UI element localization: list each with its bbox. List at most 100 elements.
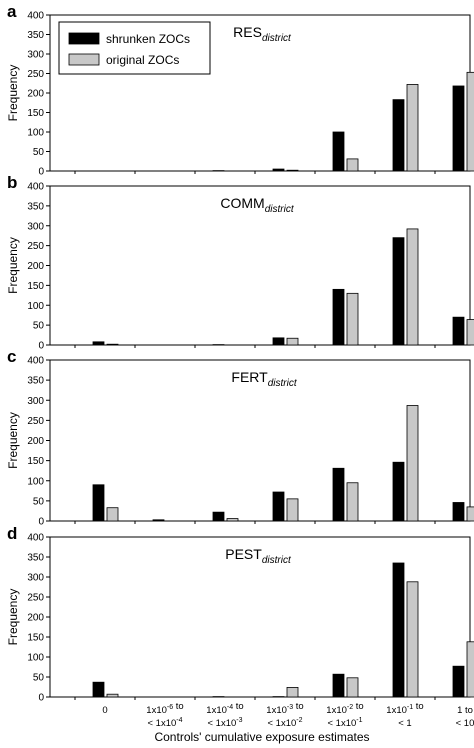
legend-swatch bbox=[68, 53, 100, 66]
y-tick-label: 350 bbox=[27, 30, 44, 41]
y-axis-label: Frequency bbox=[6, 65, 20, 122]
y-tick-label: 50 bbox=[33, 147, 45, 158]
y-tick-label: 200 bbox=[27, 436, 44, 447]
panel-title-main: PEST bbox=[225, 546, 262, 562]
panel-title: PESTdistrict bbox=[225, 546, 292, 566]
bar-shrunken bbox=[392, 461, 405, 522]
bar-shrunken bbox=[452, 85, 465, 172]
bar-shrunken bbox=[392, 99, 405, 172]
y-tick-label: 100 bbox=[27, 128, 44, 139]
panel-title: COMMdistrict bbox=[220, 195, 294, 215]
x-category-line2: < 1x10-3 bbox=[207, 717, 242, 729]
y-tick-label: 250 bbox=[27, 241, 44, 252]
panel-title-subscript: district bbox=[262, 555, 292, 566]
bar-original bbox=[286, 498, 299, 522]
x-category-label: 1x10-2 to< 1x10-1 bbox=[326, 701, 363, 729]
y-axis-label: Frequency bbox=[6, 237, 20, 294]
bar-original bbox=[106, 343, 119, 346]
x-category-line1: 1 to bbox=[457, 705, 473, 716]
y-tick-label: 100 bbox=[27, 476, 44, 487]
panel-title-main: FERT bbox=[231, 369, 268, 385]
bar-original bbox=[466, 71, 474, 172]
x-axis-title: Controls' cumulative exposure estimates bbox=[154, 730, 369, 744]
legend-swatch bbox=[68, 32, 100, 45]
x-category-label: 1x10-6 to< 1x10-4 bbox=[146, 701, 183, 729]
bar-original bbox=[286, 337, 299, 346]
y-tick-label: 350 bbox=[27, 201, 44, 212]
y-tick-label: 100 bbox=[27, 653, 44, 664]
bar-original bbox=[106, 507, 119, 522]
panel-title-subscript: district bbox=[262, 33, 292, 44]
panel-letter: d bbox=[7, 524, 17, 543]
panel-a: 0 50 100 150 200 250 300 350 400 a Frequency RESdis… bbox=[6, 2, 474, 178]
y-tick-label: 0 bbox=[38, 341, 44, 352]
bar-original bbox=[406, 228, 419, 346]
panel-letter: b bbox=[7, 173, 17, 192]
bar-original bbox=[406, 84, 419, 172]
legend-entry: shrunken ZOCs bbox=[106, 32, 190, 46]
panel-title: RESdistrict bbox=[233, 24, 292, 44]
y-tick-label: 100 bbox=[27, 301, 44, 312]
y-tick-label: 400 bbox=[27, 356, 44, 367]
y-tick-label: 250 bbox=[27, 416, 44, 427]
y-tick-label: 300 bbox=[27, 50, 44, 61]
bar-shrunken bbox=[332, 673, 345, 698]
y-tick-label: 400 bbox=[27, 533, 44, 544]
bar-shrunken bbox=[452, 665, 465, 698]
bar-original bbox=[286, 687, 299, 698]
x-category-label: 1x10-4 to< 1x10-3 bbox=[206, 701, 243, 729]
bar-original bbox=[346, 482, 359, 522]
y-tick-label: 0 bbox=[38, 167, 44, 178]
panel-title: FERTdistrict bbox=[231, 369, 297, 389]
y-tick-label: 250 bbox=[27, 69, 44, 80]
x-category-line2: < 1 bbox=[398, 718, 411, 729]
bar-shrunken bbox=[272, 491, 285, 522]
x-category-line2: < 1x10-2 bbox=[267, 717, 302, 729]
y-tick-label: 250 bbox=[27, 593, 44, 604]
x-category-label: 0 bbox=[102, 705, 107, 716]
bar-shrunken bbox=[152, 519, 165, 522]
x-category-line2: < 1x10-4 bbox=[147, 717, 182, 729]
panel-title-subscript: district bbox=[268, 378, 298, 389]
y-tick-label: 300 bbox=[27, 396, 44, 407]
y-tick-label: 150 bbox=[27, 456, 44, 467]
x-category-line1: 1x10-3 to bbox=[266, 701, 303, 716]
panel-title-main: RES bbox=[233, 24, 262, 40]
bar-shrunken bbox=[392, 562, 405, 698]
bar-original bbox=[466, 641, 474, 698]
panel-title-subscript: district bbox=[265, 204, 295, 215]
legend-entry: original ZOCs bbox=[106, 53, 179, 67]
panel-title-main: COMM bbox=[220, 195, 264, 211]
bar-shrunken bbox=[332, 131, 345, 172]
y-tick-label: 200 bbox=[27, 613, 44, 624]
y-tick-label: 50 bbox=[33, 321, 45, 332]
bar-shrunken bbox=[92, 341, 105, 346]
x-category-label: 1x10-3 to< 1x10-2 bbox=[266, 701, 303, 729]
bar-shrunken bbox=[272, 337, 285, 346]
x-category-line1: 1x10-2 to bbox=[326, 701, 363, 716]
x-category-line2: < 10 bbox=[456, 718, 474, 729]
x-category-line1: 0 bbox=[102, 705, 107, 716]
bar-original bbox=[286, 169, 299, 172]
y-tick-label: 150 bbox=[27, 108, 44, 119]
bar-shrunken bbox=[392, 237, 405, 346]
bar-original bbox=[106, 693, 119, 698]
bar-original bbox=[406, 581, 419, 698]
legend: shrunken ZOCs original ZOCs bbox=[58, 21, 211, 75]
bar-shrunken bbox=[212, 511, 225, 522]
panel-b: 0 50 100 150 200 250 300 350 400 b Frequency COMMdi… bbox=[6, 173, 474, 352]
y-tick-label: 50 bbox=[33, 673, 45, 684]
y-tick-label: 400 bbox=[27, 182, 44, 193]
bar-original bbox=[466, 506, 474, 522]
y-tick-label: 0 bbox=[38, 693, 44, 704]
y-tick-label: 150 bbox=[27, 633, 44, 644]
y-tick-label: 200 bbox=[27, 261, 44, 272]
x-category-label: 1 to < 10 bbox=[456, 705, 474, 729]
bar-shrunken bbox=[272, 168, 285, 172]
bar-shrunken bbox=[452, 316, 465, 346]
panel-letter: c bbox=[7, 347, 16, 366]
x-category-line1: 1x10-4 to bbox=[206, 701, 243, 716]
bar-original bbox=[346, 158, 359, 172]
x-category-line1: 1x10-6 to bbox=[146, 701, 183, 716]
